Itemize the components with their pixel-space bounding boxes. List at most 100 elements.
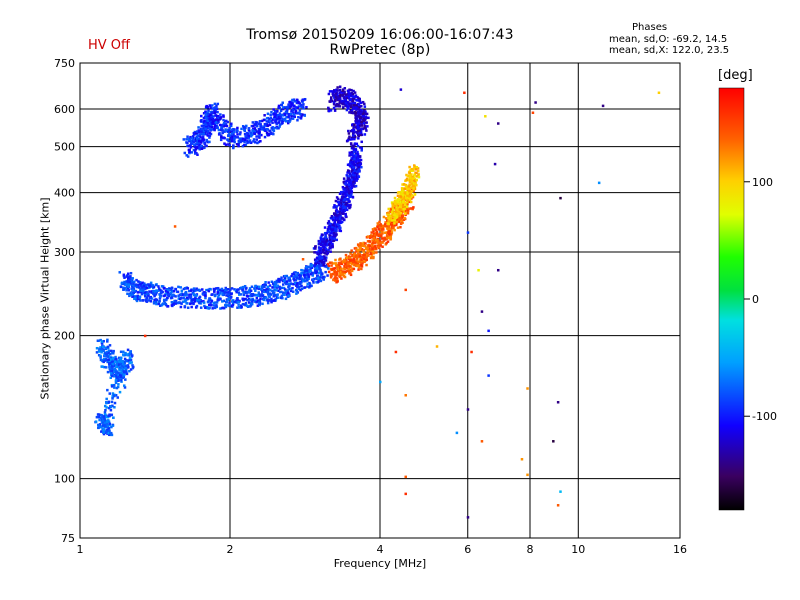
echo-point: [303, 276, 307, 279]
echo-point: [344, 182, 347, 186]
echo-point: [124, 378, 127, 381]
echo-point: [219, 288, 222, 292]
echo-point: [281, 121, 284, 125]
echo-point: [123, 276, 126, 279]
echo-point: [247, 301, 251, 304]
echo-point: [122, 274, 126, 278]
echo-point: [341, 261, 345, 264]
echo-point: [338, 88, 342, 92]
echo-point: [229, 124, 233, 128]
echo-point: [228, 129, 231, 132]
echo-point: [199, 135, 202, 139]
echo-point: [410, 169, 414, 173]
echo-point: [135, 283, 138, 286]
echo-point: [376, 226, 379, 229]
echo-point: [344, 104, 347, 107]
echo-point: [225, 288, 228, 291]
echo-point: [268, 295, 271, 298]
echo-point: [228, 144, 231, 147]
echo-point: [233, 140, 236, 144]
echo-point: [369, 235, 372, 238]
echo-point: [291, 108, 295, 112]
echo-point: [190, 298, 194, 302]
echo-point: [398, 190, 401, 194]
echo-point: [237, 300, 240, 304]
echo-point: [413, 193, 417, 196]
echo-point: [356, 172, 359, 175]
echo-point: [333, 109, 337, 112]
echo-point: [157, 302, 161, 306]
echo-point: [350, 104, 353, 107]
echo-point: [351, 267, 354, 270]
echo-point: [360, 120, 363, 124]
echo-point: [394, 350, 398, 354]
echo-point: [221, 124, 224, 127]
echo-point: [152, 290, 155, 293]
echo-point: [325, 231, 329, 235]
echo-point: [229, 292, 233, 296]
echo-point: [294, 278, 298, 282]
echo-point: [277, 296, 280, 299]
echo-point: [354, 117, 358, 121]
echo-point: [371, 228, 375, 231]
echo-point: [399, 208, 402, 211]
echo-point: [265, 131, 269, 134]
echo-point: [309, 269, 312, 273]
echo-point: [233, 136, 236, 140]
echo-point: [143, 293, 147, 297]
echo-point: [395, 202, 399, 205]
echo-point: [170, 296, 174, 299]
echo-point: [113, 364, 116, 367]
echo-point: [369, 256, 373, 260]
echo-point: [159, 288, 162, 292]
echo-point: [235, 143, 239, 146]
echo-point: [265, 117, 269, 120]
echo-point: [342, 210, 345, 214]
echo-point: [120, 380, 123, 383]
echo-point: [365, 116, 368, 120]
echo-point: [336, 98, 340, 102]
echo-point: [487, 374, 490, 377]
echo-point: [203, 143, 207, 146]
echo-point: [238, 293, 241, 296]
echo-point: [294, 288, 298, 292]
echo-point: [354, 119, 357, 123]
echo-point: [344, 262, 348, 266]
echo-point: [323, 261, 326, 265]
echo-point: [125, 368, 128, 372]
echo-point: [328, 90, 332, 93]
echo-point: [354, 126, 358, 129]
echo-point: [211, 125, 214, 129]
echo-point: [243, 138, 247, 142]
echo-point: [317, 249, 321, 253]
echo-point: [220, 126, 223, 129]
echo-point: [346, 105, 349, 108]
echo-point: [206, 106, 209, 109]
echo-point: [191, 135, 195, 138]
echo-point: [359, 242, 362, 245]
echo-point: [257, 287, 261, 291]
echo-point: [392, 202, 396, 206]
echo-point: [245, 124, 248, 128]
echo-point: [354, 254, 358, 258]
echo-point: [103, 411, 107, 414]
echo-point: [332, 231, 336, 234]
echo-point: [356, 261, 360, 265]
echo-point: [275, 279, 279, 283]
echo-point: [143, 282, 146, 285]
echo-point: [406, 209, 410, 212]
echo-point: [386, 240, 390, 243]
echo-point: [242, 303, 246, 306]
echo-point: [300, 114, 303, 118]
echo-point: [331, 272, 335, 276]
echo-point: [376, 244, 380, 247]
echo-point: [350, 157, 353, 160]
echo-point: [351, 153, 354, 156]
echo-point: [290, 282, 293, 286]
echo-point: [406, 202, 409, 206]
echo-point: [220, 128, 223, 131]
echo-point: [271, 299, 274, 302]
echo-point: [341, 99, 345, 103]
echo-point: [341, 91, 344, 95]
echo-point: [125, 359, 129, 363]
